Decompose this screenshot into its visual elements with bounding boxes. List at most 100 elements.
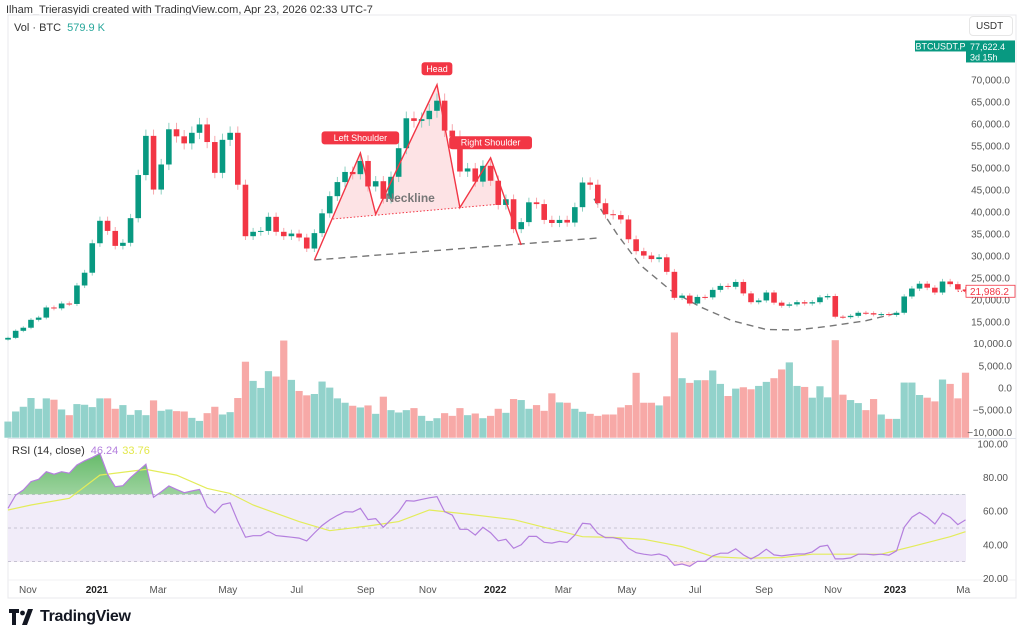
volume-bar: [257, 387, 265, 438]
tradingview-logo-icon: [9, 609, 33, 625]
candle-body: [901, 296, 908, 313]
volume-bar: [318, 381, 326, 438]
candle-body: [587, 182, 593, 185]
candle: [120, 239, 126, 250]
volume-bar: [678, 378, 686, 438]
candle: [962, 286, 969, 294]
head-shoulders-pattern: [313, 82, 522, 261]
candle-body: [426, 110, 433, 120]
price-tick-label: 60,000.0: [971, 120, 1010, 131]
candle: [112, 226, 119, 250]
volume-bar: [333, 398, 341, 438]
time-tick-label: 2021: [86, 585, 109, 596]
volume-bar: [578, 411, 587, 438]
candle: [518, 217, 525, 234]
volume-bar: [793, 385, 801, 438]
time-tick-label: Nov: [19, 585, 37, 596]
tradingview-logo[interactable]: TradingView: [9, 608, 131, 626]
candle-body: [273, 216, 279, 232]
volume-bar: [441, 413, 449, 438]
volume-bar: [770, 378, 778, 438]
candle-body: [870, 313, 877, 315]
candle-body: [28, 319, 34, 328]
volume-bar: [81, 404, 89, 438]
volume-bar: [693, 380, 701, 438]
candle-body: [663, 257, 670, 272]
volume-bar: [226, 412, 234, 438]
candle-body: [403, 118, 410, 149]
last-price-box: [965, 284, 1016, 298]
candle-body: [748, 293, 754, 303]
candle-body: [786, 304, 793, 306]
rsi-tick-label: 100.00: [977, 440, 1008, 451]
tradingview-wordmark: TradingView: [40, 608, 131, 625]
candle: [81, 269, 88, 289]
candle-body: [955, 284, 961, 290]
candle: [319, 208, 325, 237]
volume-bar: [410, 408, 418, 438]
head-shoulders-fill: [332, 84, 500, 219]
candle-body: [924, 283, 930, 288]
candle-body: [97, 220, 103, 244]
candle: [5, 336, 11, 341]
dashed-trendline: [314, 237, 598, 261]
currency-selector[interactable]: USDT: [969, 16, 1013, 36]
candle: [204, 117, 210, 149]
volume-bar: [670, 332, 679, 438]
price-tick-label: 50,000.0: [971, 164, 1010, 175]
volume-bar: [915, 395, 924, 438]
candle: [932, 285, 938, 295]
candle: [43, 305, 50, 320]
candle: [265, 212, 272, 235]
rsi-line: [7, 452, 966, 567]
candle-body: [457, 136, 463, 172]
price-tick-label: 15,000.0: [971, 318, 1010, 329]
candle: [526, 197, 532, 227]
candle: [372, 176, 379, 192]
pattern-label: Right Shoulder: [449, 136, 532, 150]
candle: [549, 215, 555, 228]
volume-bar: [655, 405, 663, 438]
candle-body: [763, 292, 770, 301]
volume-bar: [923, 397, 931, 438]
volume-bar: [824, 397, 832, 438]
candle-body: [495, 180, 502, 205]
candle: [633, 235, 639, 255]
rsi-tick-label: 20.00: [983, 574, 1008, 585]
volume-bar: [640, 402, 648, 438]
time-tick-label: Sep: [755, 585, 773, 596]
candle: [572, 202, 578, 227]
volume-bar: [701, 380, 709, 438]
candle-body: [610, 214, 616, 216]
candle-body: [886, 314, 892, 316]
volume-bar: [938, 379, 947, 438]
candle: [173, 122, 180, 143]
candle: [303, 233, 310, 253]
volume-bar: [801, 386, 809, 438]
volume-bar: [218, 414, 227, 438]
candle-body: [380, 181, 387, 199]
candle: [671, 268, 678, 301]
candle: [288, 229, 295, 240]
volume-bar: [686, 382, 694, 438]
candle-body: [893, 312, 900, 315]
volume-bar: [172, 411, 181, 438]
volume-bar: [134, 410, 142, 438]
volume-legend[interactable]: Vol · BTC 579.9 K: [14, 22, 105, 34]
candle-body: [143, 135, 149, 176]
candle-body: [127, 218, 134, 243]
volume-bar: [364, 405, 372, 438]
volume-bar: [42, 398, 50, 438]
candle: [441, 93, 448, 138]
volume-bar: [755, 385, 763, 438]
candle-body: [204, 124, 210, 143]
candle-body: [120, 242, 126, 246]
volume-bar: [73, 404, 81, 438]
candle-body: [235, 132, 241, 185]
candle-body: [962, 289, 969, 292]
rsi-legend[interactable]: RSI (14, close) 46.24 33.76: [12, 445, 150, 457]
candle-body: [51, 307, 57, 309]
candle-body: [541, 204, 547, 220]
candle: [840, 314, 846, 319]
